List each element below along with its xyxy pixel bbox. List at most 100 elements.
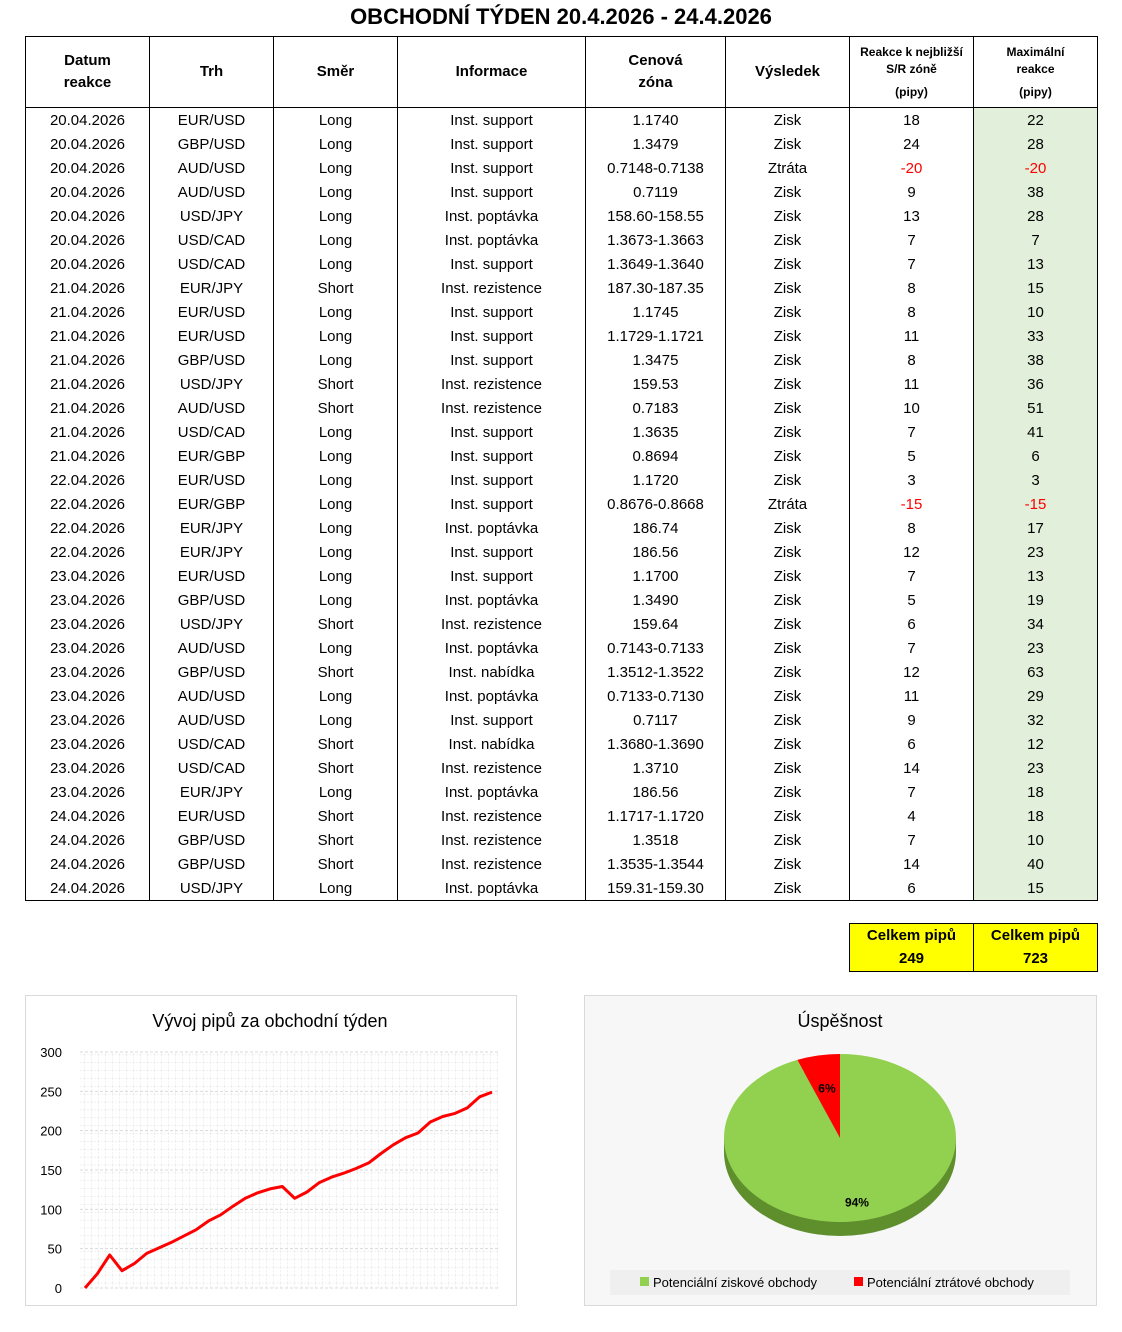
table-cell: 5 xyxy=(849,444,974,468)
table-cell: 34 xyxy=(973,612,1098,636)
table-cell: 24.04.2026 xyxy=(25,804,150,828)
table-row: 23.04.2026 USD/JPY Short Inst. rezistence 15… xyxy=(25,612,1098,636)
table-cell: 22.04.2026 xyxy=(25,468,150,492)
table-cell: Zisk xyxy=(725,660,850,684)
table-row: 22.04.2026 EUR/JPY Long Inst. poptávka 186.7… xyxy=(25,516,1098,540)
table-cell: Inst. support xyxy=(397,564,586,588)
table-cell: EUR/JPY xyxy=(149,780,274,804)
table-cell: 22.04.2026 xyxy=(25,540,150,564)
table-cell: Short xyxy=(273,804,398,828)
table-cell: Long xyxy=(273,684,398,708)
table-cell: Long xyxy=(273,492,398,516)
table-cell: Inst. support xyxy=(397,420,586,444)
table-cell: Zisk xyxy=(725,180,850,204)
table-cell: Inst. support xyxy=(397,324,586,348)
table-cell: Zisk xyxy=(725,612,850,636)
table-cell: EUR/JPY xyxy=(149,276,274,300)
table-row: 20.04.2026 USD/CAD Long Inst. poptávka 1.367… xyxy=(25,228,1098,252)
table-cell: EUR/USD xyxy=(149,468,274,492)
table-cell: Zisk xyxy=(725,324,850,348)
table-cell: 21.04.2026 xyxy=(25,372,150,396)
column-header: Směr xyxy=(273,36,398,108)
y-tick-label: 100 xyxy=(40,1202,62,1217)
table-cell: 0.7143-0.7133 xyxy=(585,636,726,660)
header-line: S/R zóně xyxy=(886,61,937,76)
table-row: 24.04.2026 EUR/USD Short Inst. rezistence 1.… xyxy=(25,804,1098,828)
table-cell: Inst. poptávka xyxy=(397,780,586,804)
table-cell: 0.7133-0.7130 xyxy=(585,684,726,708)
table-cell: 20.04.2026 xyxy=(25,156,150,180)
table-cell: 15 xyxy=(973,276,1098,300)
table-cell: Long xyxy=(273,252,398,276)
table-cell: 3 xyxy=(849,468,974,492)
total-box: Celkem pipů 723 xyxy=(973,923,1098,972)
table-cell: EUR/USD xyxy=(149,324,274,348)
table-cell: Inst. rezistence xyxy=(397,852,586,876)
total-box: Celkem pipů 249 xyxy=(849,923,974,972)
table-cell: -15 xyxy=(849,492,974,516)
table-cell: 7 xyxy=(849,828,974,852)
slice-label: 6% xyxy=(818,1081,836,1095)
table-cell: Inst. nabídka xyxy=(397,732,586,756)
table-cell: Zisk xyxy=(725,876,850,901)
table-cell: 63 xyxy=(973,660,1098,684)
table-cell: 15 xyxy=(973,876,1098,901)
table-cell: Long xyxy=(273,444,398,468)
table-cell: Inst. rezistence xyxy=(397,828,586,852)
header-line: Výsledek xyxy=(754,63,821,80)
pie-slice xyxy=(797,1054,840,1138)
table-row: 20.04.2026 GBP/USD Long Inst. support 1.3479… xyxy=(25,132,1098,156)
table-cell: AUD/USD xyxy=(149,636,274,660)
y-tick-label: 300 xyxy=(40,1045,62,1060)
table-cell: Inst. poptávka xyxy=(397,228,586,252)
table-cell: 7 xyxy=(849,228,974,252)
table-cell: Short xyxy=(273,828,398,852)
plot-area xyxy=(80,1052,498,1288)
table-cell: Inst. poptávka xyxy=(397,876,586,901)
table-cell: 7 xyxy=(849,780,974,804)
table-cell: EUR/USD xyxy=(149,564,274,588)
table-cell: Zisk xyxy=(725,348,850,372)
total-label: Celkem pipů xyxy=(990,927,1081,944)
table-cell: 1.3518 xyxy=(585,828,726,852)
legend-swatch xyxy=(854,1277,863,1286)
table-cell: 36 xyxy=(973,372,1098,396)
table-cell: Zisk xyxy=(725,468,850,492)
table-cell: Inst. poptávka xyxy=(397,636,586,660)
table-cell: Short xyxy=(273,660,398,684)
total-value: 723 xyxy=(1022,950,1049,967)
table-cell: 29 xyxy=(973,684,1098,708)
table-cell: USD/CAD xyxy=(149,420,274,444)
table-cell: Short xyxy=(273,372,398,396)
table-cell: 11 xyxy=(849,684,974,708)
table-cell: Zisk xyxy=(725,132,850,156)
table-cell: Zisk xyxy=(725,204,850,228)
table-cell: EUR/USD xyxy=(149,300,274,324)
table-cell: AUD/USD xyxy=(149,396,274,420)
table-cell: 158.60-158.55 xyxy=(585,204,726,228)
table-cell: 0.7117 xyxy=(585,708,726,732)
table-cell: 1.1717-1.1720 xyxy=(585,804,726,828)
table-cell: 10 xyxy=(973,828,1098,852)
table-cell: 22 xyxy=(973,107,1098,132)
table-cell: 22.04.2026 xyxy=(25,492,150,516)
table-cell: Zisk xyxy=(725,540,850,564)
table-cell: Short xyxy=(273,612,398,636)
table-body: 20.04.2026 EUR/USD Long Inst. support 1.1740… xyxy=(25,107,1098,901)
table-cell: 23.04.2026 xyxy=(25,612,150,636)
table-cell: 0.7119 xyxy=(585,180,726,204)
table-cell: GBP/USD xyxy=(149,132,274,156)
column-header: Maximální reakce (pipy) xyxy=(973,36,1098,108)
table-cell: Ztráta xyxy=(725,156,850,180)
table-cell: Long xyxy=(273,156,398,180)
table-cell: Zisk xyxy=(725,420,850,444)
table-cell: 5 xyxy=(849,588,974,612)
table-row: 20.04.2026 USD/JPY Long Inst. poptávka 158.6… xyxy=(25,204,1098,228)
table-row: 22.04.2026 EUR/GBP Long Inst. support 0.8676… xyxy=(25,492,1098,516)
table-row: 21.04.2026 EUR/JPY Short Inst. rezistence 18… xyxy=(25,276,1098,300)
table-cell: Long xyxy=(273,636,398,660)
table-cell: EUR/USD xyxy=(149,804,274,828)
table-cell: Zisk xyxy=(725,300,850,324)
table-cell: GBP/USD xyxy=(149,828,274,852)
